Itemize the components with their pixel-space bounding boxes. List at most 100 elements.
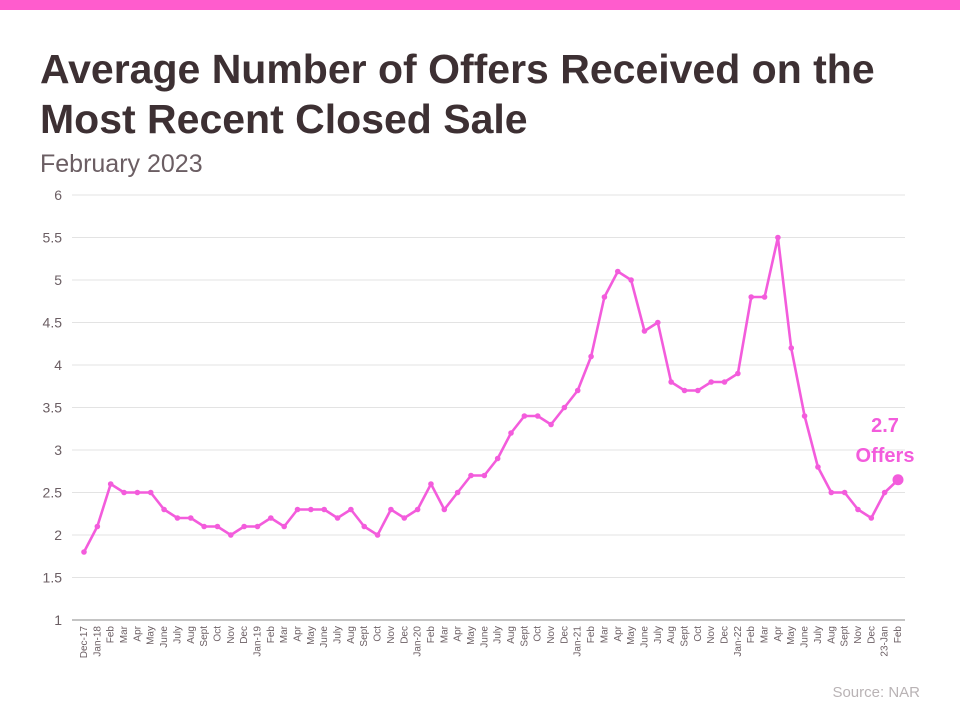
- y-axis-ticks: 1 1.5 2 2.5 3 3.5 4 4.5 5 5.5 6: [43, 187, 63, 628]
- data-point: [147, 489, 154, 496]
- x-tick-label: Nov: [226, 626, 237, 644]
- data-point: [708, 379, 714, 385]
- data-point: [588, 353, 594, 360]
- x-tick-label: Jan-22: [733, 626, 744, 657]
- data-point: [134, 489, 141, 496]
- data-point: [81, 549, 87, 555]
- x-tick-label: Apr: [132, 625, 143, 641]
- x-tick-label: July: [813, 626, 824, 644]
- data-point: [508, 430, 514, 436]
- data-point: [574, 387, 581, 394]
- y-tick-label: 5.5: [43, 230, 63, 246]
- data-point: [414, 506, 421, 513]
- x-tick-label: Jan-19: [252, 626, 263, 657]
- data-point: [348, 506, 354, 513]
- data-point: [761, 294, 768, 300]
- data-point: [601, 294, 608, 300]
- data-point: [521, 413, 528, 419]
- x-tick-label: Oct: [693, 626, 704, 642]
- latest-data-point: [892, 474, 904, 486]
- data-point: [534, 413, 541, 419]
- x-tick-label: Feb: [426, 626, 437, 644]
- x-tick-label: Mar: [760, 625, 771, 643]
- data-point: [107, 481, 114, 487]
- x-tick-label: Mar: [119, 625, 130, 643]
- x-tick-label: Apr: [453, 625, 464, 641]
- x-tick-label: Jan-18: [92, 626, 103, 657]
- data-point: [187, 515, 194, 521]
- data-point: [815, 464, 821, 470]
- x-tick-label: Feb: [106, 626, 117, 644]
- data-point: [174, 515, 181, 521]
- x-tick-label: July: [653, 626, 664, 644]
- data-point: [161, 506, 167, 513]
- x-tick-label: June: [319, 626, 330, 648]
- x-tick-label: Sept: [359, 626, 370, 647]
- data-point: [201, 523, 207, 530]
- data-point: [655, 319, 661, 326]
- x-tick-label: Feb: [746, 626, 757, 644]
- x-tick-label: Nov: [546, 626, 557, 644]
- x-tick-label: Aug: [186, 626, 197, 644]
- x-tick-label: 23-Jan: [880, 626, 891, 657]
- x-axis-ticks: Dec-17 Jan-18 Feb Mar Apr May June July Aug Sept O…: [79, 625, 904, 658]
- data-point: [468, 472, 474, 479]
- x-tick-label: June: [159, 626, 170, 648]
- data-point: [268, 515, 274, 521]
- data-point: [614, 268, 621, 275]
- x-tick-label: Mar: [599, 625, 610, 643]
- x-tick-label: July: [493, 626, 504, 644]
- page-title: Average Number of Offers Received on the…: [40, 46, 875, 142]
- data-points: [81, 234, 904, 555]
- x-tick-label: Aug: [506, 626, 517, 644]
- data-point: [628, 277, 634, 283]
- data-point: [121, 489, 127, 496]
- data-point: [254, 523, 261, 530]
- x-tick-label: Jan-20: [413, 626, 424, 657]
- y-tick-label: 1.5: [43, 570, 63, 586]
- data-point: [828, 489, 835, 496]
- data-point: [681, 387, 688, 394]
- x-tick-label: Dec: [559, 626, 570, 644]
- x-tick-label: Nov: [853, 626, 864, 644]
- x-tick-label: Aug: [826, 626, 837, 644]
- data-point: [548, 421, 554, 428]
- x-tick-label: Dec: [866, 626, 877, 644]
- data-point: [668, 379, 674, 385]
- data-point: [775, 234, 781, 241]
- x-tick-label: May: [466, 626, 477, 645]
- data-point: [428, 481, 434, 487]
- x-tick-label: Aug: [346, 626, 357, 644]
- data-point: [721, 379, 728, 385]
- x-tick-label: Oct: [533, 626, 544, 642]
- y-tick-label: 4: [54, 357, 62, 373]
- top-accent-bar: [0, 0, 960, 10]
- x-tick-label: Mar: [279, 625, 290, 643]
- data-point: [855, 506, 861, 513]
- data-point: [841, 489, 848, 496]
- x-tick-label: May: [786, 626, 797, 645]
- data-point: [294, 506, 301, 513]
- x-tick-label: Oct: [212, 626, 223, 642]
- x-tick-label: Sept: [519, 626, 530, 647]
- x-tick-label: Dec: [720, 626, 731, 644]
- x-tick-label: May: [306, 626, 317, 645]
- y-tick-label: 5: [54, 272, 62, 288]
- data-point: [94, 523, 101, 530]
- data-point: [241, 523, 247, 530]
- x-tick-label: May: [146, 626, 157, 645]
- data-point: [441, 506, 448, 513]
- x-tick-label: Apr: [773, 625, 784, 641]
- data-point: [748, 294, 755, 300]
- x-tick-label: Jan-21: [573, 626, 584, 657]
- page-subtitle: February 2023: [40, 150, 203, 178]
- x-tick-label: June: [800, 626, 811, 648]
- data-point: [454, 489, 461, 496]
- data-point: [214, 523, 221, 530]
- x-tick-label: Dec: [239, 626, 250, 644]
- data-point: [868, 515, 875, 521]
- x-tick-label: Sept: [840, 626, 851, 647]
- x-tick-label: Aug: [666, 626, 677, 644]
- x-tick-label: Feb: [266, 626, 277, 644]
